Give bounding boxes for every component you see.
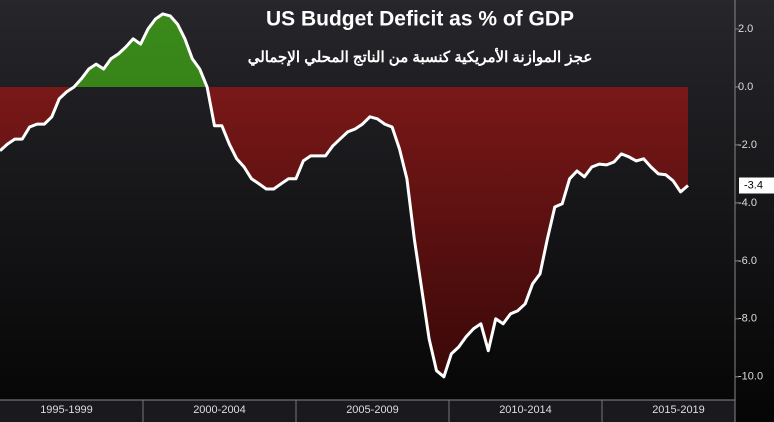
x-axis-band — [0, 400, 735, 422]
x-tick-label: 2000-2004 — [193, 404, 246, 416]
x-tick-label: 2005-2009 — [346, 404, 399, 416]
y-tick-label: -8.0 — [738, 313, 757, 325]
y-tick-label: -2.0 — [738, 139, 757, 151]
last-value-label: -3.4 — [744, 179, 763, 191]
positive-area — [0, 13, 688, 87]
x-tick-label: 1995-1999 — [40, 404, 93, 416]
y-tick-label: -4.0 — [738, 197, 757, 209]
x-tick-label: 2015-2019 — [652, 404, 705, 416]
y-tick-label: -10.0 — [738, 371, 763, 383]
y-tick-label: 2.0 — [738, 23, 753, 35]
y-tick-label: 0.0 — [738, 81, 753, 93]
last-value-box — [739, 177, 774, 194]
negative-area — [0, 86, 688, 377]
chart-subtitle: عجز الموازنة الأمريكية كنسبة من الناتج ا… — [248, 47, 593, 67]
y-tick-label: -6.0 — [738, 255, 757, 267]
line — [0, 12, 689, 379]
plot — [0, 12, 689, 379]
chart-title: US Budget Deficit as % of GDP — [266, 8, 574, 31]
x-tick-label: 2010-2014 — [499, 404, 552, 416]
